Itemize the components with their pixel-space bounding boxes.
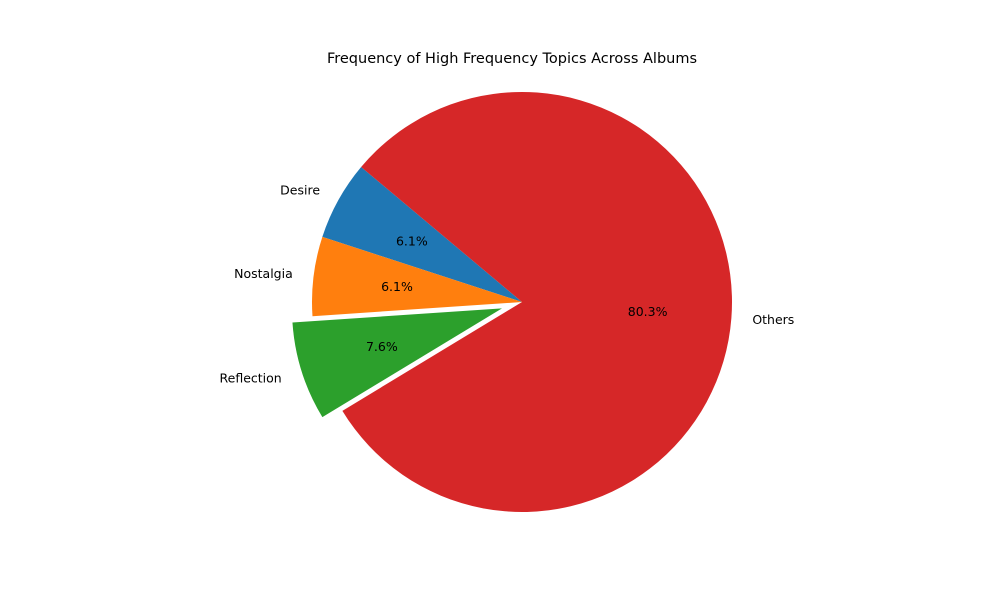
percent-label-others: 80.3% <box>628 304 668 319</box>
slices-layer <box>292 91 732 512</box>
slice-label-nostalgia: Nostalgia <box>234 266 293 281</box>
slice-label-desire: Desire <box>280 182 320 197</box>
percent-label-desire: 6.1% <box>396 233 428 248</box>
percent-label-reflection: 7.6% <box>366 339 398 354</box>
labels-layer: Desire 6.1% Nostalgia 6.1% Reflection 7.6% Oth… <box>220 182 795 385</box>
slice-label-others: Others <box>752 312 794 327</box>
slice-label-reflection: Reflection <box>220 370 282 385</box>
pie-slice-others <box>342 91 732 512</box>
pie-slice-nostalgia <box>312 236 522 317</box>
pie-slice-desire <box>322 167 522 302</box>
pie-slice-reflection <box>292 308 502 418</box>
percent-label-nostalgia: 6.1% <box>381 279 413 294</box>
chart-title: Frequency of High Frequency Topics Acros… <box>327 51 697 67</box>
